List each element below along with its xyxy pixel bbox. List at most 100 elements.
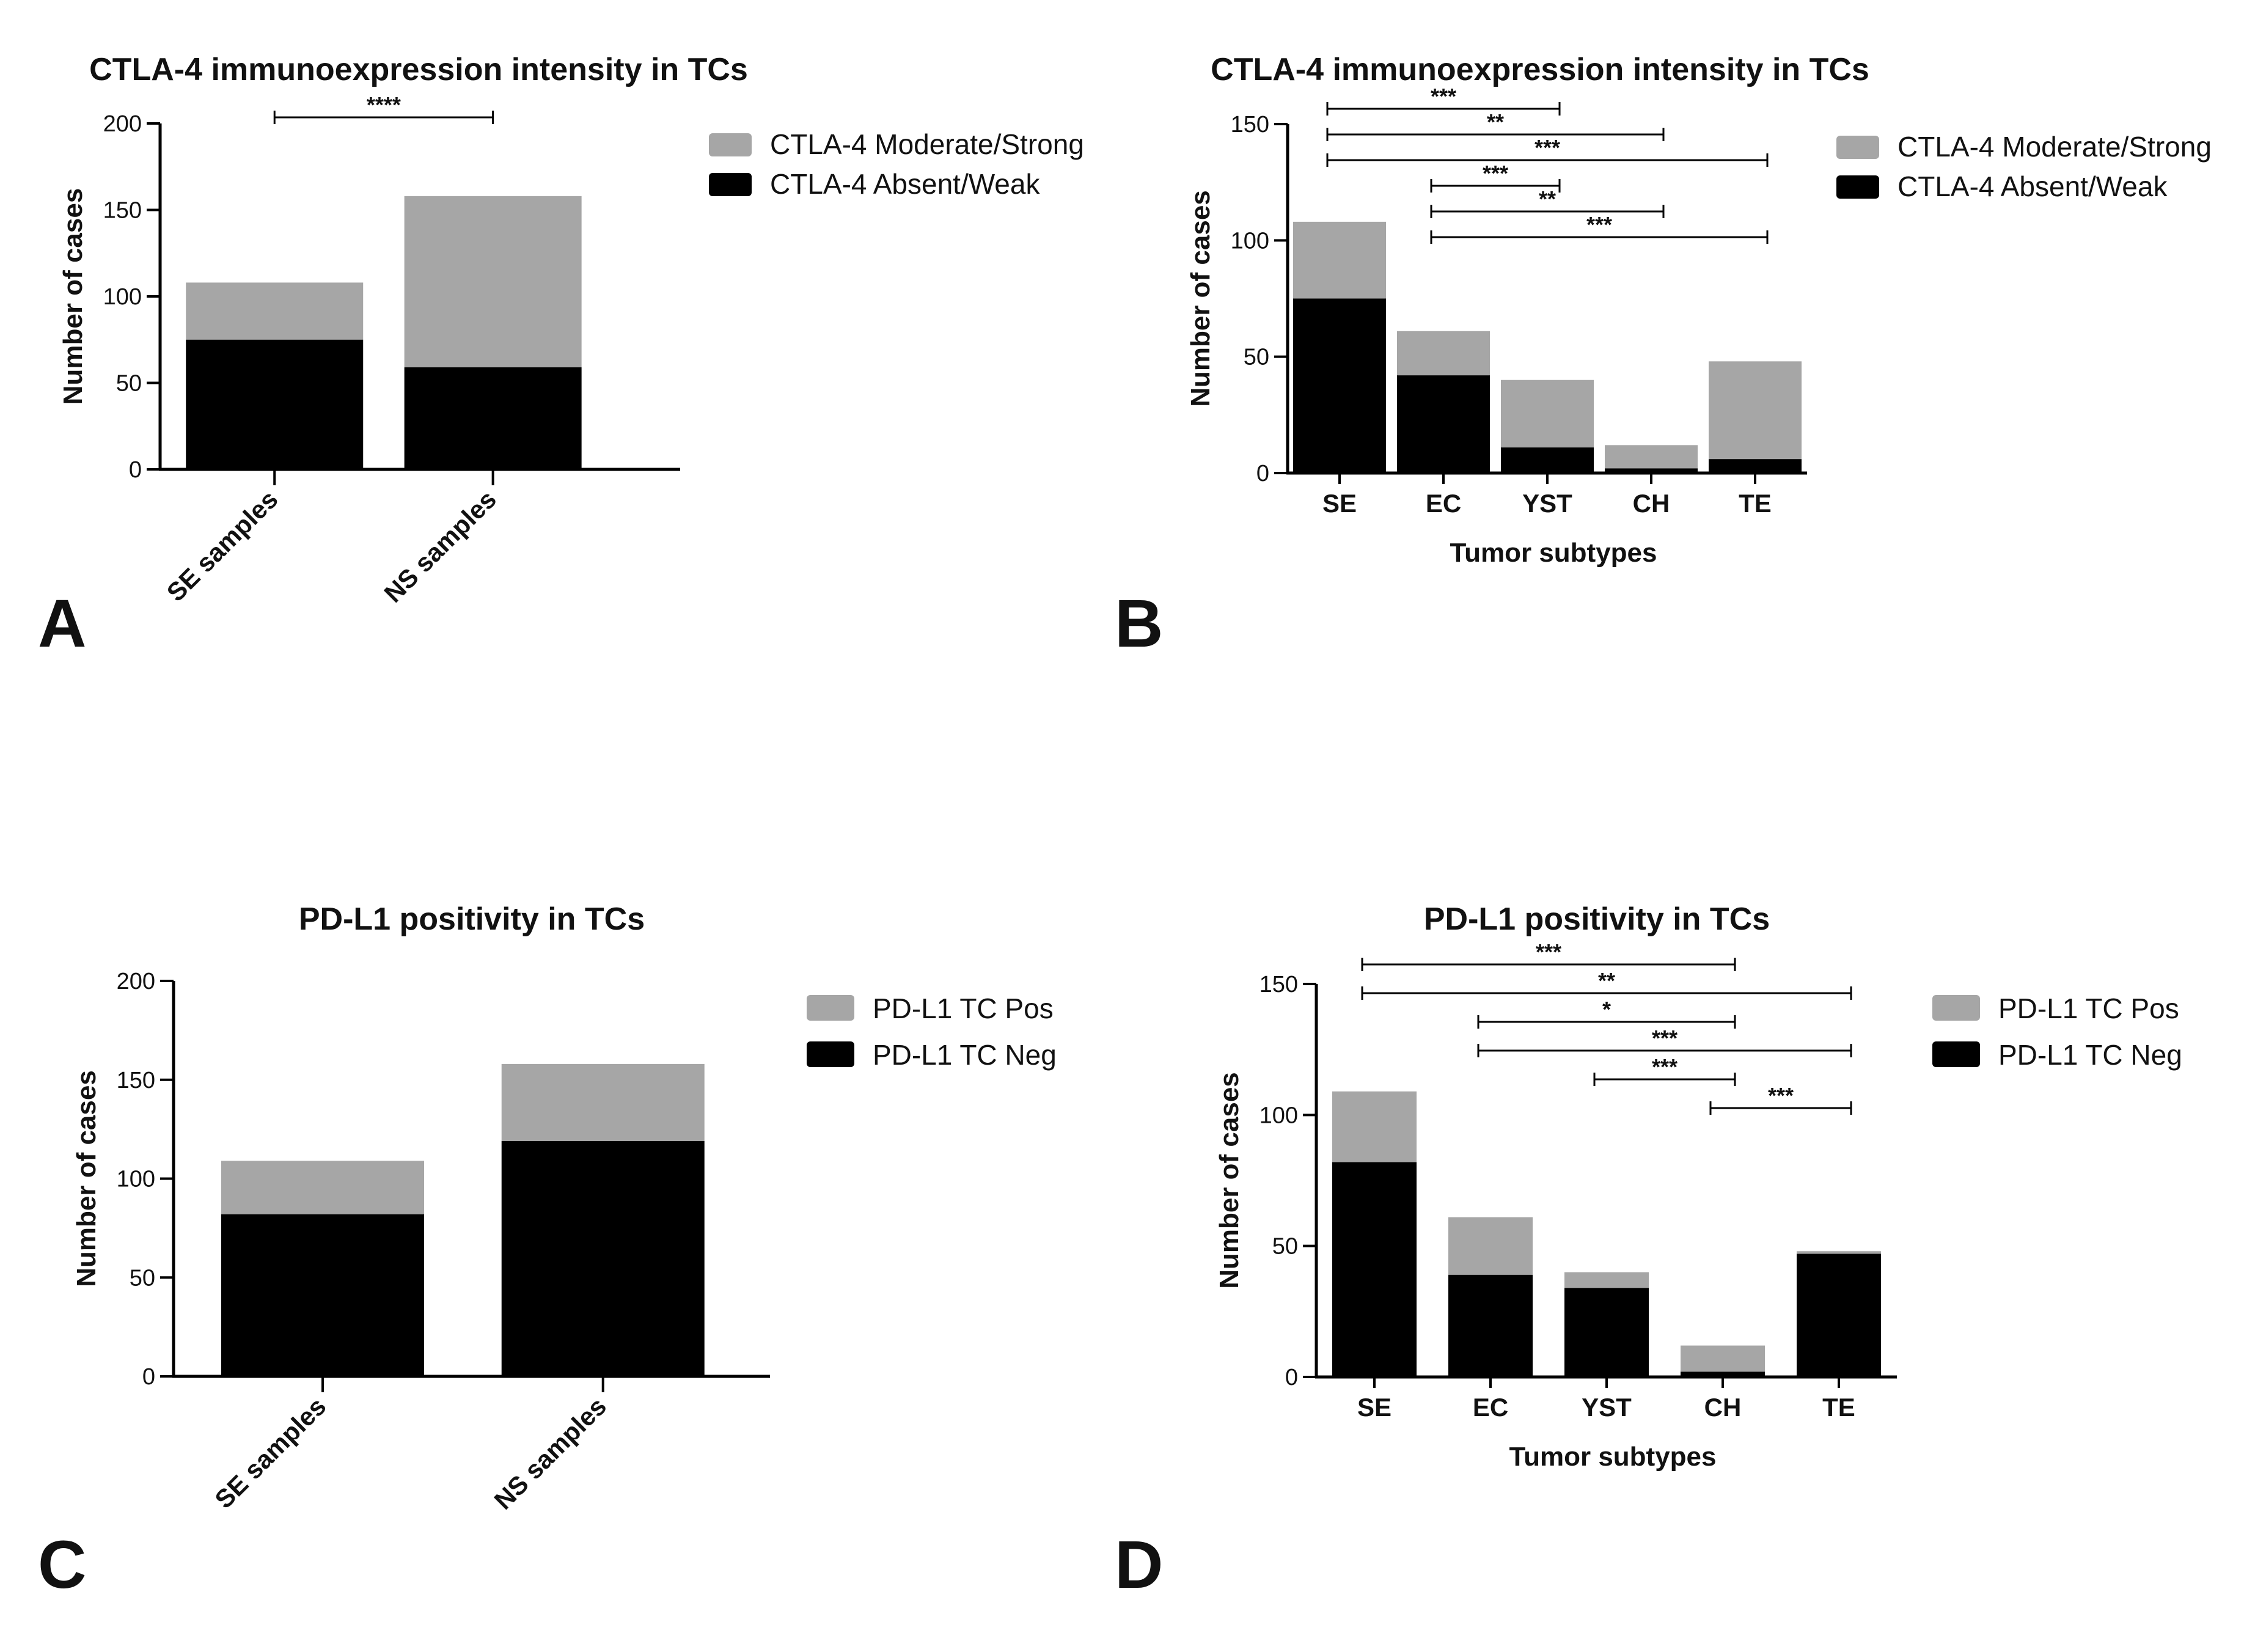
y-tick-label: 0 <box>129 457 142 483</box>
bar-bottom-0 <box>186 339 364 469</box>
legend-swatch-0 <box>807 995 854 1021</box>
y-axis-label: Number of cases <box>58 188 88 405</box>
legend-swatch-0 <box>1836 136 1879 159</box>
panel-letter: D <box>1115 1527 1163 1602</box>
significance-label: *** <box>1652 1054 1678 1079</box>
legend-label-1: CTLA-4 Absent/Weak <box>770 168 1040 200</box>
bar-bottom-1 <box>1448 1274 1533 1377</box>
y-tick-label: 0 <box>1285 1365 1298 1390</box>
legend: CTLA-4 Moderate/Strong CTLA-4 Absent/Weak <box>1836 131 2212 202</box>
significance-bracket-1: ** <box>1361 968 1852 1000</box>
chart-title: PD-L1 positivity in TCs <box>1424 901 1770 937</box>
chart-panel-b: CTLA-4 immunoexpression intensity in TCs… <box>1115 52 2212 661</box>
legend-swatch-1 <box>1836 175 1879 199</box>
chart-panel-c: PD-L1 positivity in TCs C 0 50 100 150 200 Numb… <box>38 901 1057 1602</box>
bar-top-3 <box>1681 1345 1765 1372</box>
significance-bracket-1: ** <box>1326 109 1665 141</box>
significance-label: *** <box>1431 84 1456 109</box>
x-tick-label: CH <box>1633 489 1670 518</box>
y-tick-label: 0 <box>1256 461 1269 486</box>
y-tick-label: 100 <box>117 1167 155 1192</box>
x-tick-label: TE <box>1822 1393 1855 1422</box>
x-tick-label: EC <box>1473 1393 1508 1422</box>
bar-top-1 <box>404 196 582 368</box>
y-tick-label: 50 <box>1244 345 1269 370</box>
significance-label: ** <box>1539 186 1556 211</box>
legend-label-0: CTLA-4 Moderate/Strong <box>770 128 1084 160</box>
bar-bottom-4 <box>1709 459 1802 473</box>
y-tick-label: 200 <box>117 969 155 994</box>
y-tick-label: 50 <box>1272 1234 1298 1260</box>
y-tick-label: 50 <box>116 371 142 397</box>
bar-top-0 <box>1293 221 1386 299</box>
significance-label: *** <box>1586 212 1612 237</box>
significance-bracket-0: *** <box>1326 84 1561 116</box>
legend-label-0: PD-L1 TC Pos <box>873 993 1054 1024</box>
significance-bracket-5: *** <box>1709 1083 1852 1115</box>
y-tick-label: 0 <box>142 1364 155 1390</box>
y-tick-label: 100 <box>1260 1103 1298 1128</box>
bar-top-4 <box>1709 361 1802 460</box>
chart-panel-d: PD-L1 positivity in TCs D 0 50 100 150 Number … <box>1115 901 2182 1602</box>
significance-bracket-3: *** <box>1430 161 1561 193</box>
y-tick-label: 100 <box>1231 228 1269 254</box>
y-tick-label: 100 <box>103 284 142 310</box>
legend-label-0: PD-L1 TC Pos <box>1998 993 2179 1024</box>
x-tick-label: SE <box>1357 1393 1392 1422</box>
panel-letter: B <box>1115 586 1163 661</box>
y-axis-label: Number of cases <box>72 1070 101 1287</box>
significance-label: *** <box>1483 161 1508 186</box>
significance-label: *** <box>1652 1026 1678 1051</box>
x-tick-label: EC <box>1426 489 1461 518</box>
bar-bottom-1 <box>1397 375 1490 473</box>
legend: PD-L1 TC Pos PD-L1 TC Neg <box>1932 993 2182 1071</box>
y-tick-label: 50 <box>130 1265 155 1291</box>
x-tick-label: NS samples <box>378 485 502 608</box>
significance-label: *** <box>1768 1083 1794 1108</box>
bar-top-3 <box>1605 445 1698 469</box>
legend-swatch-1 <box>709 173 752 196</box>
y-tick-label: 150 <box>117 1068 155 1093</box>
y-tick-label: 150 <box>103 198 142 224</box>
legend-swatch-1 <box>1932 1041 1980 1067</box>
significance-bracket-3: *** <box>1477 1026 1852 1057</box>
x-axis-label: Tumor subtypes <box>1450 538 1657 568</box>
x-tick-label: CH <box>1704 1393 1742 1422</box>
bar-top-2 <box>1564 1272 1649 1288</box>
y-tick-label: 150 <box>1231 112 1269 138</box>
chart-title: CTLA-4 immunoexpression intensity in TCs <box>89 52 748 87</box>
chart-title: CTLA-4 immunoexpression intensity in TCs <box>1211 52 1869 87</box>
bar-bottom-1 <box>404 367 582 469</box>
significance-label: ** <box>1598 968 1615 993</box>
legend: PD-L1 TC Pos PD-L1 TC Neg <box>807 993 1057 1071</box>
y-axis-label: Number of cases <box>1186 190 1216 407</box>
significance-label: *** <box>1536 939 1561 964</box>
panel-letter: A <box>38 586 86 661</box>
bar-top-1 <box>1397 331 1490 376</box>
chart-panel-a: CTLA-4 immunoexpression intensity in TCs… <box>38 52 1084 661</box>
legend: CTLA-4 Moderate/Strong CTLA-4 Absent/Weak <box>709 128 1084 200</box>
y-tick-label: 200 <box>103 111 142 137</box>
bar-top-1 <box>501 1063 705 1142</box>
x-tick-label: SE samples <box>209 1392 331 1514</box>
legend-label-1: PD-L1 TC Neg <box>1998 1039 2182 1071</box>
legend-label-1: CTLA-4 Absent/Weak <box>1898 171 2168 202</box>
x-tick-label: TE <box>1739 489 1772 518</box>
significance-bracket-2: *** <box>1326 135 1769 167</box>
bar-top-1 <box>1448 1217 1533 1275</box>
bar-top-4 <box>1797 1251 1881 1254</box>
significance-bracket-2: * <box>1477 997 1736 1029</box>
bar-bottom-1 <box>501 1141 705 1376</box>
significance-bracket-5: *** <box>1430 212 1769 244</box>
x-tick-label: NS samples <box>488 1392 612 1515</box>
significance-bracket-0: **** <box>273 92 494 124</box>
bar-top-0 <box>1332 1091 1417 1162</box>
legend-label-1: PD-L1 TC Neg <box>873 1039 1057 1071</box>
x-tick-label: SE <box>1322 489 1357 518</box>
y-tick-label: 150 <box>1260 972 1298 997</box>
x-axis-label: Tumor subtypes <box>1509 1442 1716 1472</box>
legend-swatch-0 <box>709 133 752 156</box>
legend-swatch-1 <box>807 1041 854 1067</box>
x-tick-label: YST <box>1522 489 1572 518</box>
bar-bottom-0 <box>221 1214 424 1376</box>
